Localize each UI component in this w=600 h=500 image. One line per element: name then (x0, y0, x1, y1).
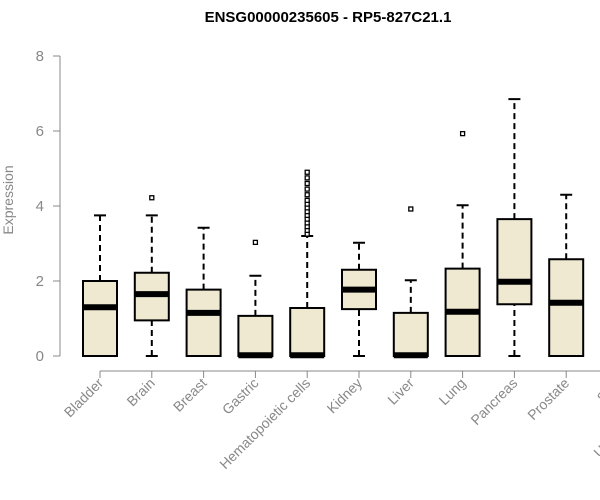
x-tick-label: Lung (435, 375, 468, 408)
outlier-point (304, 197, 310, 204)
box-iqr (496, 218, 533, 306)
box-pancreas (496, 98, 533, 357)
y-tick-label: 6 (36, 123, 44, 140)
y-tick-label: 2 (36, 273, 44, 290)
x-tick-label: Brain (123, 375, 157, 409)
box-liver (392, 206, 429, 359)
box-iqr (237, 314, 274, 357)
outlier-point (459, 130, 466, 137)
y-tick-label: 0 (36, 348, 44, 365)
box-hematopoietic-cells (289, 169, 326, 359)
y-tick-label: 8 (36, 48, 44, 65)
x-tick-label: Bladder (61, 375, 107, 421)
x-tick-label: Skin (594, 375, 600, 406)
outlier-point (304, 186, 310, 192)
box-iqr (548, 258, 585, 357)
outlier-point (304, 169, 310, 175)
box-prostate (548, 193, 585, 357)
x-tick-label: Kidney (324, 375, 366, 417)
y-tick-label: 4 (36, 198, 44, 215)
box-series (82, 98, 585, 359)
x-tick-label: Liver (384, 375, 417, 408)
y-axis-label: Expression (0, 165, 16, 234)
x-tick-label: Pancreas (467, 375, 520, 428)
box-iqr (289, 307, 326, 357)
x-tick-label: Unknown / Other (590, 375, 600, 461)
chart-title: ENSG00000235605 - RP5-827C21.1 (205, 9, 452, 26)
x-tick-label: Breast (170, 375, 210, 415)
box-kidney (341, 241, 377, 357)
outlier-point (304, 180, 310, 187)
box-breast (185, 226, 222, 357)
outlier-point (304, 175, 310, 181)
box-bladder (82, 214, 118, 357)
x-tick-label: Hematopoietic cells (216, 375, 313, 472)
outlier-point (149, 195, 155, 201)
outlier-point (304, 192, 310, 198)
x-tick-label: Prostate (524, 375, 572, 423)
outlier-point (408, 206, 414, 212)
y-axis: 0 2 4 6 8 (36, 48, 61, 365)
box-iqr (185, 288, 222, 357)
box-iqr (392, 311, 429, 357)
box-lung (444, 130, 481, 357)
x-tick-label: Gastric (219, 375, 262, 418)
box-brain (133, 195, 170, 357)
box-gastric (237, 239, 274, 359)
outlier-point (252, 239, 259, 246)
box-iqr (82, 280, 118, 357)
